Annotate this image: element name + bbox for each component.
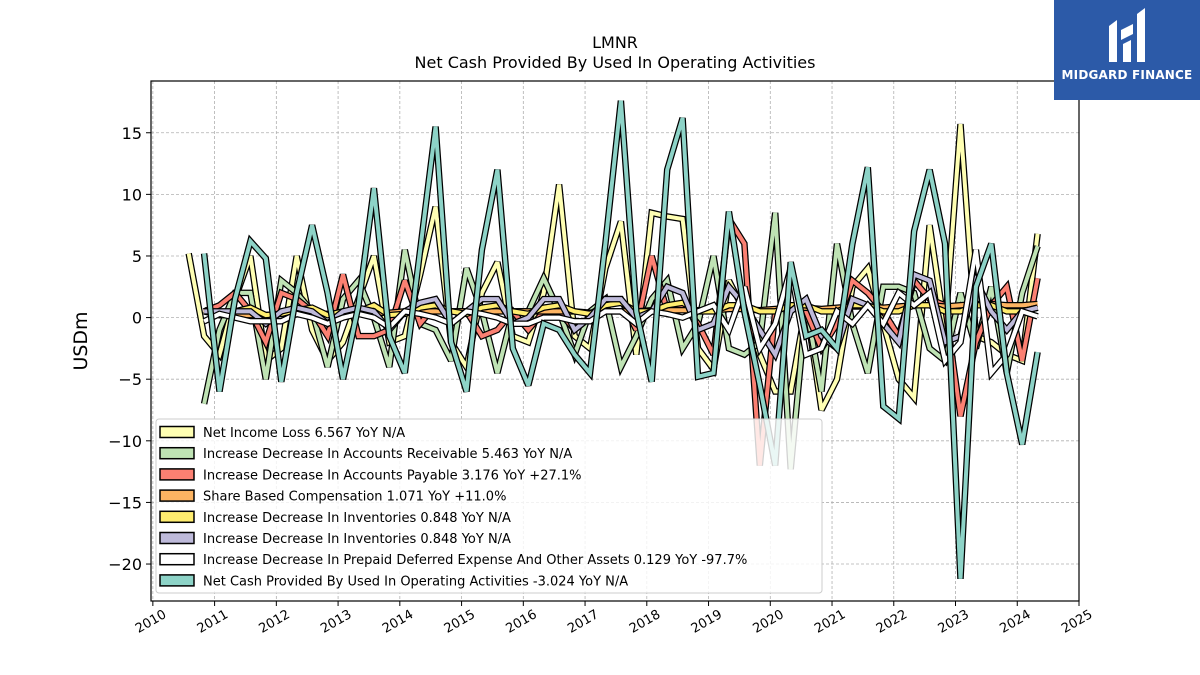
legend-swatch: [159, 552, 195, 566]
y-tick-label: −5: [118, 370, 142, 389]
legend-swatch: [159, 510, 195, 524]
midgard-finance-logo: MIDGARD FINANCE: [1054, 0, 1200, 100]
x-tick-label: 2010: [133, 607, 169, 637]
legend-swatch: [159, 489, 195, 502]
y-tick-label: −10: [108, 432, 142, 451]
series-line: [202, 212, 1040, 470]
y-tick-label: 10: [122, 185, 142, 204]
series-7: [200, 100, 1041, 579]
series-line: [203, 249, 1039, 378]
series-line: [204, 271, 1039, 360]
series-6: [202, 249, 1039, 381]
x-tick-label: 2015: [442, 607, 478, 637]
legend-label: Increase Decrease In Accounts Payable 3.…: [203, 468, 582, 483]
x-tick-label: 2021: [812, 607, 848, 637]
x-tick-label: 2024: [997, 607, 1033, 637]
legend-label: Share Based Compensation 1.071 YoY +11.0…: [203, 490, 506, 505]
midgard-h-logo-icon: [1109, 8, 1145, 62]
series-5: [204, 270, 1039, 363]
plot-frame: [150, 80, 1080, 602]
x-tick-label: 2016: [503, 607, 539, 637]
legend-box: [155, 418, 823, 594]
chart-subtitle: Net Cash Provided By Used In Operating A…: [415, 53, 816, 72]
series-1: [200, 212, 1041, 470]
x-tick-label: 2018: [627, 607, 663, 637]
x-tick-label: 2023: [936, 607, 972, 637]
legend-swatch: [159, 425, 195, 439]
x-tick-label: 2025: [1059, 607, 1095, 637]
y-tick-label: 5: [132, 247, 142, 266]
x-tick-label: 2011: [195, 607, 231, 637]
series-line: [202, 100, 1040, 579]
x-tick-label: 2014: [380, 607, 416, 637]
legend-swatch: [159, 574, 195, 587]
x-tick-label: 2019: [689, 607, 725, 637]
y-tick-label: 15: [122, 124, 142, 143]
y-tick-label: −15: [108, 493, 142, 512]
legend-label: Increase Decrease In Inventories 0.848 Y…: [203, 511, 511, 526]
legend-label: Increase Decrease In Prepaid Deferred Ex…: [203, 553, 747, 568]
x-tick-label: 2012: [257, 607, 293, 637]
y-axis-label: USDm: [70, 311, 92, 370]
legend-label: Increase Decrease In Accounts Receivable…: [203, 447, 572, 462]
chart-title: LMNR: [592, 33, 638, 52]
x-tick-label: 2013: [318, 607, 354, 637]
x-tick-label: 2020: [750, 607, 786, 637]
legend-swatch: [159, 531, 195, 545]
legend: Net Income Loss 6.567 YoY N/A Increase De…: [155, 418, 823, 594]
y-tick-label: −20: [108, 555, 142, 574]
logo-text: MIDGARD FINANCE: [1061, 68, 1193, 82]
legend-label: Increase Decrease In Inventories 0.848 Y…: [203, 532, 511, 547]
y-tick-label: 0: [132, 309, 142, 328]
legend-swatch: [159, 446, 195, 460]
legend-label: Net Income Loss 6.567 YoY N/A: [203, 426, 405, 441]
legend-swatch: [159, 468, 195, 481]
series-lines: [185, 100, 1041, 579]
legend-label: Net Cash Provided By Used In Operating A…: [203, 574, 628, 589]
x-tick-label: 2022: [874, 607, 910, 637]
x-tick-label: 2017: [565, 607, 601, 637]
